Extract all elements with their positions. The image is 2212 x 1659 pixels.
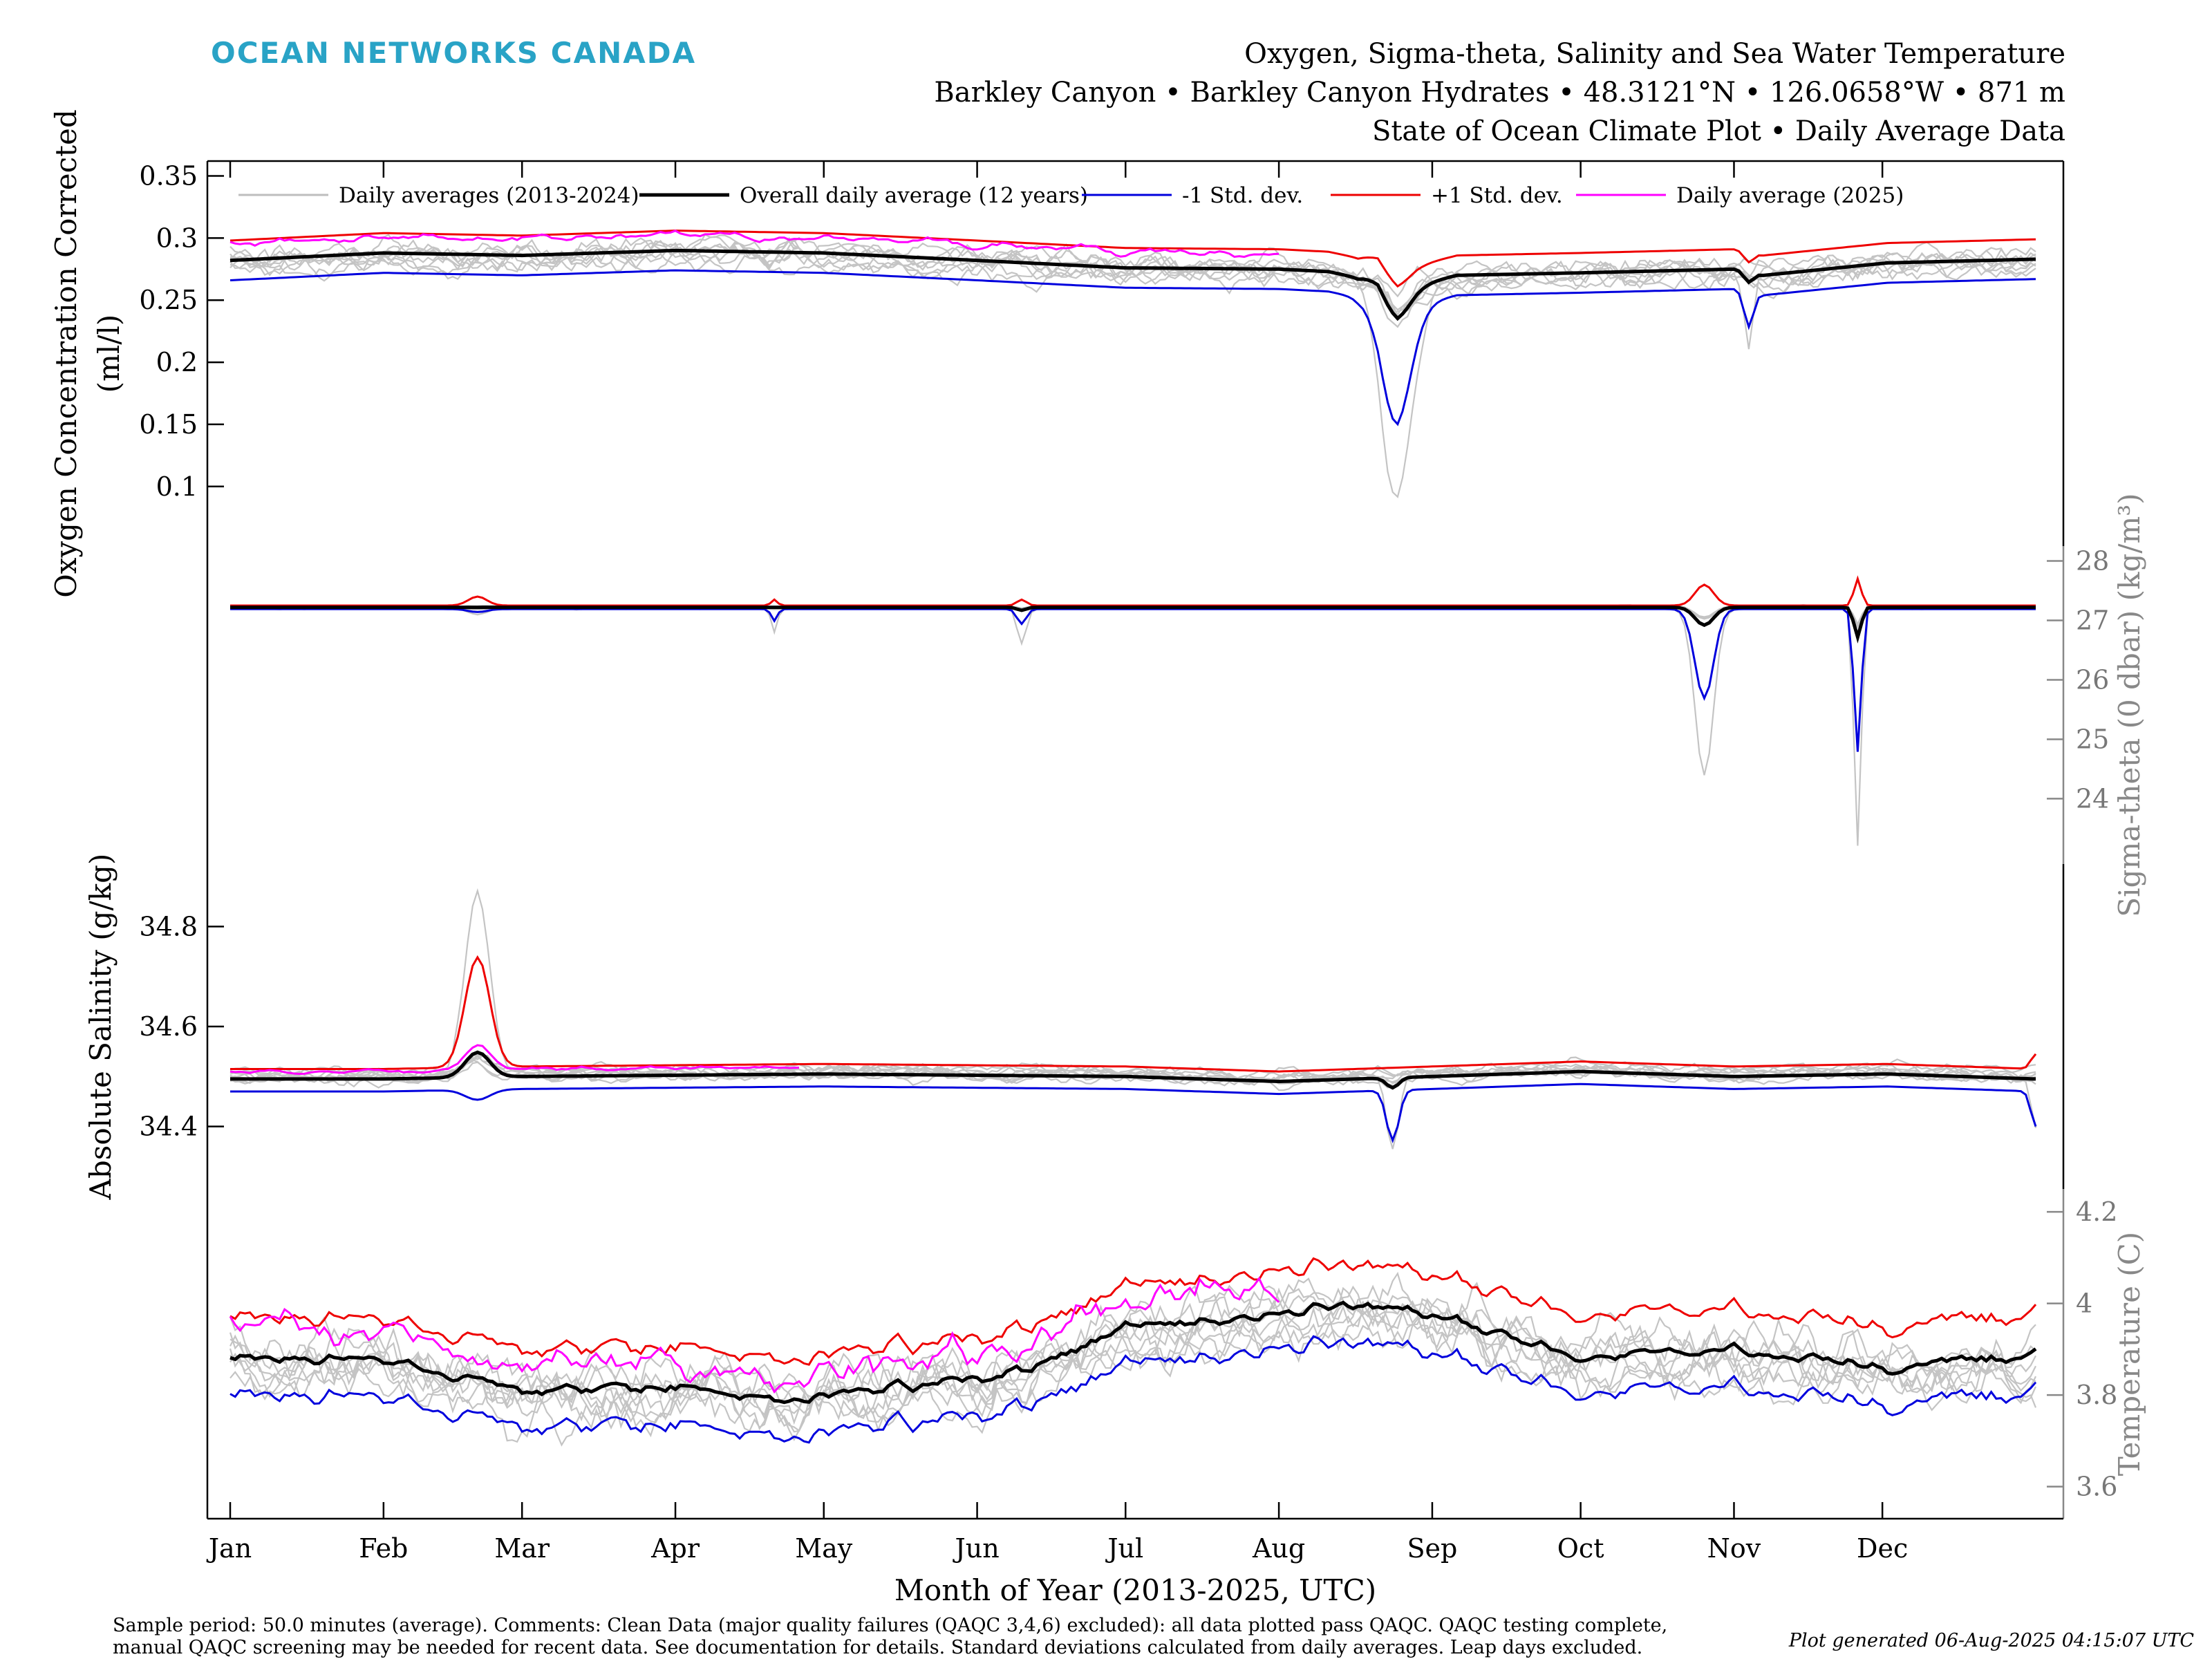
oxygen-minus-std-line <box>229 269 2036 427</box>
salinity-overall-mean-line <box>230 1050 2036 1090</box>
oxygen-axis-title: Oxygen Concentration Corrected <box>49 109 83 597</box>
x-tick-label: Oct <box>1557 1533 1604 1564</box>
temperature-tick-label: 3.8 <box>2076 1380 2117 1410</box>
legend-label: Overall daily average (12 years) <box>740 183 1088 208</box>
salinity-tick-label: 34.4 <box>139 1112 198 1142</box>
sigma-overall-mean-line <box>230 606 2036 644</box>
sigma-tick-label: 25 <box>2076 724 2109 754</box>
salinity-minus-std-line <box>230 1082 2037 1143</box>
sigma-plus-std-line <box>230 575 2036 607</box>
generated-timestamp: Plot generated 06-Aug-2025 04:15:07 UTC <box>1788 1630 2194 1651</box>
salinity-tick-label: 34.6 <box>139 1011 198 1042</box>
oxygen-tick-label: 0.25 <box>139 285 198 315</box>
x-tick-label: Jan <box>206 1533 252 1564</box>
legend-label: Daily average (2025) <box>1676 183 1904 208</box>
plot-title: Oxygen, Sigma-theta, Salinity and Sea Wa… <box>934 35 2065 151</box>
temperature-panel-series <box>229 1257 2037 1447</box>
temperature-daily-averages-line <box>229 1285 2036 1430</box>
series-layer <box>229 229 2037 1447</box>
footer-line-2: manual QAQC screening may be needed for … <box>113 1637 1643 1658</box>
sigma-axis-title: Sigma-theta (0 dbar) (kg/m³) <box>2112 493 2146 917</box>
temperature-tick-label: 4.2 <box>2076 1197 2117 1227</box>
temperature-plus-std-line <box>229 1257 2037 1366</box>
title-line-3: State of Ocean Climate Plot • Daily Aver… <box>1371 115 2065 147</box>
salinity-daily-averages-line <box>229 1055 2036 1085</box>
oxygen-tick-label: 0.2 <box>156 347 198 377</box>
x-axis-title: Month of Year (2013-2025, UTC) <box>894 1573 1376 1607</box>
x-tick-label: Nov <box>1707 1533 1761 1564</box>
temperature-axis-title: Temperature (C) <box>2112 1232 2146 1476</box>
x-tick-label: May <box>795 1533 853 1564</box>
footer-notes: Sample period: 50.0 minutes (average). C… <box>113 1615 1772 1659</box>
x-tick-label: Dec <box>1857 1533 1908 1564</box>
salinity-plus-std-line <box>230 955 2037 1073</box>
title-line-1: Oxygen, Sigma-theta, Salinity and Sea Wa… <box>1244 38 2065 70</box>
oxygen-tick-label: 0.15 <box>139 409 198 440</box>
temperature-daily-averages-line <box>229 1302 2036 1430</box>
brand-logo-text: OCEAN NETWORKS CANADA <box>211 36 697 70</box>
temperature-daily-averages-line <box>229 1297 2037 1441</box>
x-tick-label: Jul <box>1105 1533 1143 1564</box>
x-tick-label: Jun <box>952 1533 999 1564</box>
sigma-tick-label: 24 <box>2076 783 2109 814</box>
title-line-2: Barkley Canyon • Barkley Canyon Hydrates… <box>934 77 2065 109</box>
legend-label: -1 Std. dev. <box>1182 183 1303 208</box>
temperature-daily-averages-line <box>229 1282 2036 1424</box>
salinity-tick-label: 34.8 <box>139 911 198 941</box>
salinity-panel-series <box>229 888 2037 1150</box>
salinity-year-2025-line <box>229 1044 800 1076</box>
x-tick-label: Mar <box>494 1533 550 1564</box>
oxygen-tick-label: 0.3 <box>156 223 198 253</box>
legend-label: +1 Std. dev. <box>1431 183 1563 208</box>
temperature-overall-mean-line <box>229 1300 2037 1405</box>
sigma-tick-label: 26 <box>2076 664 2109 695</box>
legend: Daily averages (2013-2024) Overall daily … <box>238 183 1904 208</box>
x-tick-label: Sep <box>1407 1533 1458 1564</box>
oxygen-axis-title: (ml/l) <box>92 315 126 393</box>
oxygen-tick-label: 0.1 <box>156 471 198 502</box>
temperature-daily-averages-line <box>229 1299 2037 1447</box>
oxygen-plus-std-line <box>229 229 2036 288</box>
x-tick-label: Aug <box>1252 1533 1305 1564</box>
oxygen-tick-label: 0.35 <box>139 161 198 191</box>
temperature-daily-averages-line <box>229 1288 2036 1432</box>
x-tick-label: Feb <box>359 1533 408 1564</box>
sigma-daily-averages-line <box>229 606 2036 846</box>
temperature-year-2025-line <box>229 1276 1280 1394</box>
x-tick-label: Apr <box>650 1533 700 1564</box>
sigma-panel-series <box>229 575 2036 846</box>
temperature-tick-label: 3.6 <box>2076 1472 2117 1502</box>
oxygen-daily-averages-line <box>229 233 2036 298</box>
axes-layer: 0.35 0.3 0.25 0.2 0.15 0.1 Oxygen Concentratio… <box>49 109 2146 1607</box>
salinity-axis-title: Absolute Salinity (g/kg) <box>84 854 118 1201</box>
oxygen-daily-averages-line <box>229 236 2036 320</box>
oxygen-overall-mean-line <box>229 248 2036 321</box>
sigma-minus-std-line <box>230 608 2036 752</box>
salinity-daily-averages-line <box>229 888 2037 1150</box>
sigma-tick-label: 28 <box>2076 545 2109 576</box>
legend-label: Daily averages (2013-2024) <box>339 183 639 208</box>
temperature-tick-label: 4 <box>2076 1288 2092 1319</box>
footer-line-1: Sample period: 50.0 minutes (average). C… <box>113 1615 1668 1636</box>
oxygen-panel-series <box>229 229 2036 498</box>
sigma-tick-label: 27 <box>2076 605 2109 635</box>
oxygen-year-2025-line <box>229 229 1280 259</box>
temperature-minus-std-line <box>229 1335 2037 1444</box>
